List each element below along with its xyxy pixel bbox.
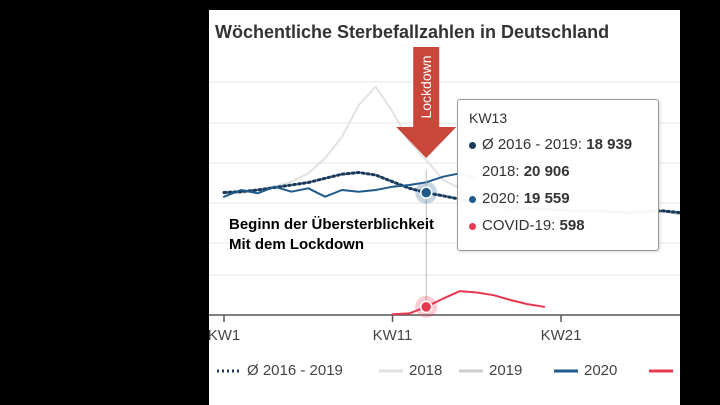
annotation-line-1: Beginn der Übersterblichkeit: [229, 216, 435, 233]
legend-item-2019[interactable]: 2019: [459, 362, 522, 379]
tooltip-value-2020: 19 559: [523, 190, 570, 207]
chart-panel: Wöchentliche Sterbefallzahlen in Deutsch…: [209, 10, 680, 405]
x-tick-label-1: KW11: [373, 327, 413, 344]
x-tick-label-2: KW21: [541, 327, 582, 344]
legend-label: Ø 2016 - 2019: [247, 362, 343, 379]
legend-swatch: [554, 369, 578, 373]
tooltip-label-2020: 2020:: [482, 190, 520, 207]
tooltip-row-covid: COVID-19: 598: [469, 217, 585, 234]
legend: Ø 2016 - 2019 2018 2019 2020: [209, 362, 680, 388]
tooltip-dot-2020: [469, 195, 476, 203]
legend-label: 2018: [409, 362, 443, 379]
legend-label: 2020: [584, 362, 618, 379]
tooltip-label-2018: 2018:: [482, 163, 520, 180]
tooltip-value-avg: 18 939: [586, 136, 633, 153]
lockdown-arrow-shaft: [413, 47, 440, 127]
legend-label: 2019: [489, 362, 523, 379]
lockdown-arrow-head: [396, 127, 457, 158]
line-chart: KW1 KW11 KW21 Lockdown: [209, 47, 680, 344]
tooltip-label-avg: Ø 2016 - 2019:: [482, 136, 583, 153]
legend-item-2020[interactable]: 2020: [554, 362, 617, 379]
legend-swatch: [379, 369, 403, 373]
tooltip-value-2018: 20 906: [523, 163, 570, 180]
tooltip-row-2018: 2018: 20 906: [469, 163, 570, 180]
legend-item-covid-19[interactable]: [649, 362, 679, 379]
tooltip-row-2020: 2020: 19 559: [469, 190, 570, 207]
legend-item--2016-2019[interactable]: Ø 2016 - 2019: [217, 362, 343, 379]
x-axis: KW1 KW11 KW21: [209, 314, 680, 344]
legend-swatch: [217, 369, 241, 373]
legend-swatch: [649, 369, 673, 373]
series-line-2020: [223, 172, 478, 198]
x-tick-label-0: KW1: [209, 327, 240, 344]
tooltip-row-avg: Ø 2016 - 2019: 18 939: [469, 136, 632, 153]
legend-item-2018[interactable]: 2018: [379, 362, 442, 379]
tooltip-title: KW13: [469, 110, 508, 126]
hover-point-covid: [419, 300, 433, 314]
tooltip: KW13 Ø 2016 - 2019: 18 939 2018: 20 906 …: [457, 99, 659, 251]
tooltip-label-covid: COVID-19:: [482, 217, 556, 234]
annotation-line-2: Mit dem Lockdown: [229, 236, 364, 253]
tooltip-dot-covid: [469, 222, 476, 230]
hover-point-avg: [419, 186, 433, 199]
lockdown-label: Lockdown: [418, 55, 434, 118]
legend-swatch: [459, 369, 483, 373]
series-line-covid-19: [391, 290, 546, 316]
hover-layer: [415, 170, 438, 318]
tooltip-value-covid: 598: [559, 217, 585, 234]
annotation-text: Beginn der Übersterblichkeit Mit dem Loc…: [229, 215, 434, 255]
chart-title: Wöchentliche Sterbefallzahlen in Deutsch…: [215, 22, 610, 42]
lockdown-marker: Lockdown: [396, 47, 457, 158]
tooltip-dot-avg: [469, 141, 476, 149]
